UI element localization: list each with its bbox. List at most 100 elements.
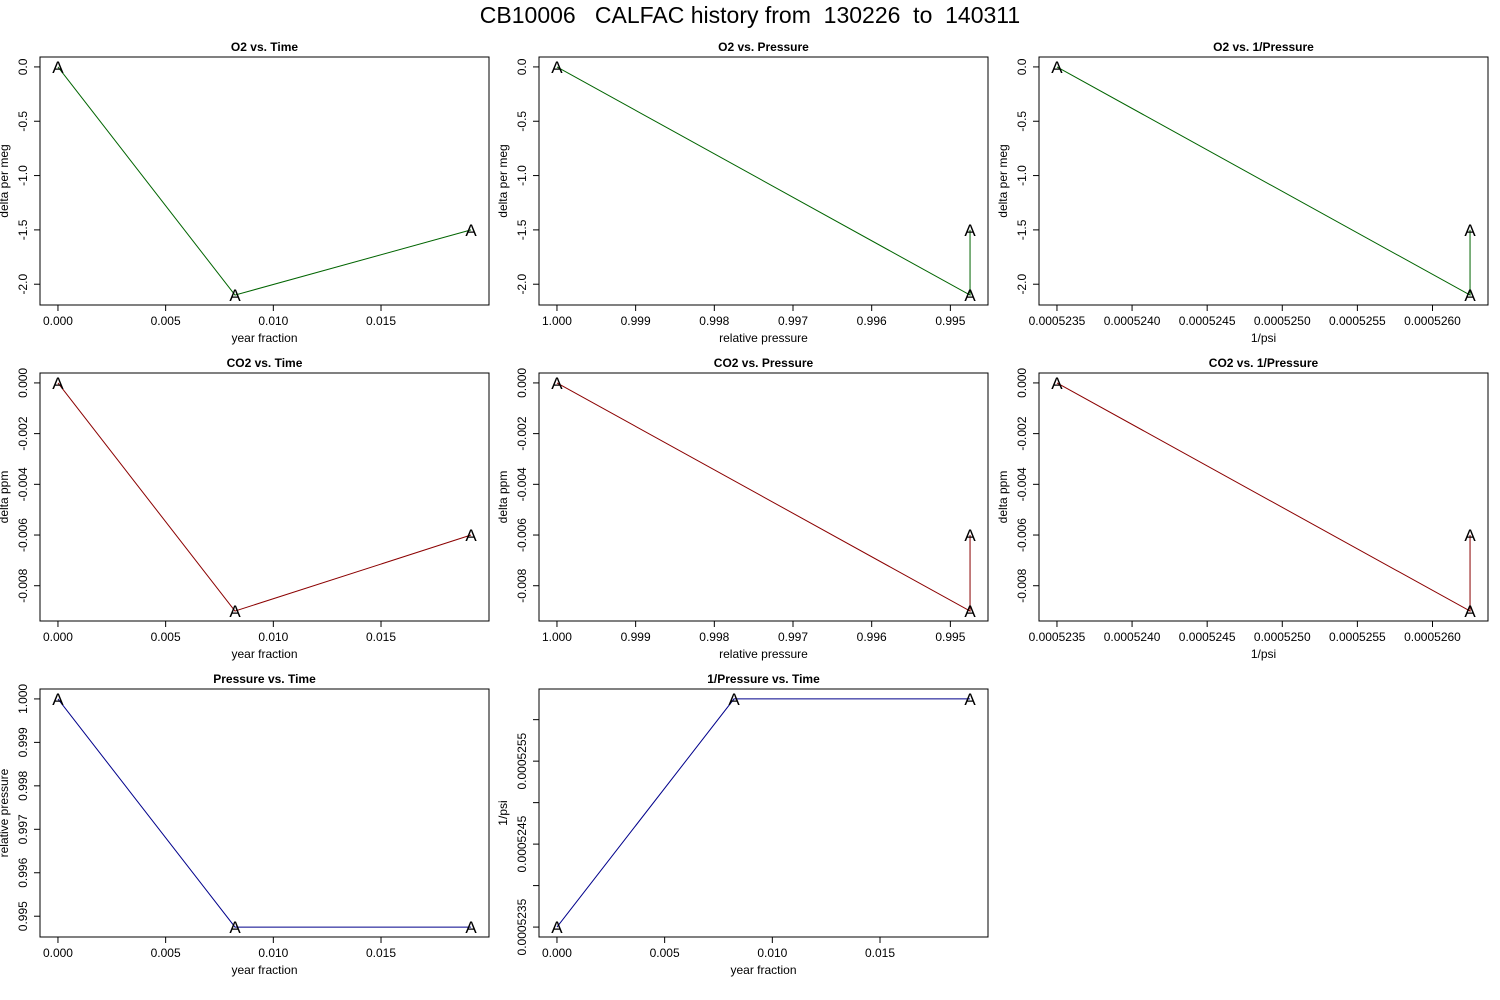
y-tick-label: -0.004 xyxy=(1015,467,1029,501)
series-line xyxy=(556,66,971,296)
y-tick-label: -0.004 xyxy=(16,467,30,501)
plot-frame xyxy=(39,56,490,306)
data-point: A xyxy=(229,286,241,305)
data-point: A xyxy=(551,58,563,77)
x-tick-label: 0.010 xyxy=(757,946,787,960)
x-tick-label: 0.0005260 xyxy=(1404,314,1461,328)
plot-frame xyxy=(538,688,989,938)
series-line xyxy=(57,66,472,296)
x-tick-label: 0.0005255 xyxy=(1329,630,1386,644)
x-tick-label: 0.000 xyxy=(43,314,73,328)
y-tick-label: -1.0 xyxy=(16,165,30,186)
chart-panel: Pressure vs. Time 0.000 0.005 0.010 0.015 1.0… xyxy=(0,672,490,977)
data-point: A xyxy=(229,918,241,937)
y-tick-label: -0.002 xyxy=(1015,416,1029,450)
x-tick-label: 0.010 xyxy=(258,946,288,960)
y-tick-label: 0.000 xyxy=(16,368,30,398)
x-tick-label: 0.998 xyxy=(699,314,729,328)
x-tick-label: 0.995 xyxy=(935,630,965,644)
data-point: A xyxy=(465,221,477,240)
plot-frame xyxy=(538,56,989,306)
y-tick-label: -0.004 xyxy=(515,467,529,501)
panel-title: CO2 vs. 1/Pressure xyxy=(1209,356,1319,370)
y-tick-label: -0.008 xyxy=(16,568,30,602)
x-tick-label: 0.0005240 xyxy=(1104,314,1161,328)
y-tick-label: -2.0 xyxy=(515,274,529,295)
y-tick-label: -1.5 xyxy=(1015,219,1029,240)
y-tick-label: -0.002 xyxy=(515,416,529,450)
data-point: A xyxy=(1464,602,1476,621)
y-axis-label: delta ppm xyxy=(996,471,1010,524)
x-tick-label: 0.0005250 xyxy=(1254,630,1311,644)
panel-title: 1/Pressure vs. Time xyxy=(707,672,820,686)
y-axis-label: delta ppm xyxy=(496,471,510,524)
data-point: A xyxy=(551,918,563,937)
y-tick-label: -0.008 xyxy=(1015,568,1029,602)
x-axis-label: relative pressure xyxy=(719,331,808,345)
series-line xyxy=(556,382,971,612)
x-tick-label: 0.010 xyxy=(258,314,288,328)
data-point: A xyxy=(52,58,64,77)
y-tick-label: -0.5 xyxy=(1015,111,1029,132)
x-axis-label: year fraction xyxy=(231,331,297,345)
x-tick-label: 0.999 xyxy=(621,314,651,328)
x-tick-label: 1.000 xyxy=(542,314,572,328)
x-tick-label: 0.0005235 xyxy=(1029,630,1086,644)
x-axis-label: year fraction xyxy=(231,963,297,977)
data-point: A xyxy=(52,690,64,709)
y-axis-label: delta per meg xyxy=(496,144,510,217)
y-tick-label: -0.002 xyxy=(16,416,30,450)
data-point: A xyxy=(964,526,976,545)
y-tick-label: 0.0 xyxy=(1015,58,1029,75)
x-tick-label: 0.996 xyxy=(857,314,887,328)
data-point: A xyxy=(551,374,563,393)
plot-frame xyxy=(39,372,490,622)
x-tick-label: 0.998 xyxy=(699,630,729,644)
y-tick-label: 0.0005255 xyxy=(515,732,529,789)
y-tick-label: 0.0005245 xyxy=(515,815,529,872)
x-tick-label: 0.0005255 xyxy=(1329,314,1386,328)
y-tick-label: -0.5 xyxy=(16,111,30,132)
chart-panel: O2 vs. Time 0.000 0.005 0.010 0.015 0.0 -0.5 -1… xyxy=(0,40,490,345)
series-line xyxy=(1056,382,1471,612)
y-tick-label: -0.006 xyxy=(16,518,30,552)
series-line xyxy=(1056,66,1471,296)
data-point: A xyxy=(1464,286,1476,305)
x-tick-label: 0.000 xyxy=(542,946,572,960)
figure-title: CB10006 CALFAC history from 130226 to 14… xyxy=(479,2,1021,28)
y-tick-label: 0.000 xyxy=(515,368,529,398)
y-axis-label: relative pressure xyxy=(0,768,11,857)
y-tick-label: -0.008 xyxy=(515,568,529,602)
x-tick-label: 0.005 xyxy=(151,946,181,960)
panel-title: CO2 vs. Time xyxy=(227,356,303,370)
data-point: A xyxy=(964,286,976,305)
y-tick-label: 1.000 xyxy=(16,684,30,714)
chart-panel: CO2 vs. 1/Pressure 0.0005235 0.0005240 0.00… xyxy=(996,356,1489,661)
plot-frame xyxy=(538,372,989,622)
y-tick-label: -0.006 xyxy=(1015,518,1029,552)
panel-title: O2 vs. Time xyxy=(231,40,298,54)
x-tick-label: 1.000 xyxy=(542,630,572,644)
plot-frame xyxy=(1038,372,1489,622)
data-point: A xyxy=(964,602,976,621)
chart-panel: CO2 vs. Pressure 1.000 0.999 0.998 0.997 0.99… xyxy=(496,356,989,661)
x-axis-label: year fraction xyxy=(231,647,297,661)
y-tick-label: -0.5 xyxy=(515,111,529,132)
chart-panel: O2 vs. 1/Pressure 0.0005235 0.0005240 0.000… xyxy=(996,40,1489,345)
x-tick-label: 0.0005240 xyxy=(1104,630,1161,644)
x-tick-label: 0.0005245 xyxy=(1179,314,1236,328)
y-axis-label: delta per meg xyxy=(0,144,11,217)
y-tick-label: 0.997 xyxy=(16,814,30,844)
y-tick-label: 0.999 xyxy=(16,727,30,757)
x-tick-label: 0.015 xyxy=(366,630,396,644)
data-point: A xyxy=(465,526,477,545)
y-tick-label: 0.0 xyxy=(515,58,529,75)
x-tick-label: 0.005 xyxy=(151,630,181,644)
data-point: A xyxy=(964,221,976,240)
y-tick-label: -2.0 xyxy=(1015,274,1029,295)
data-point: A xyxy=(229,602,241,621)
x-tick-label: 0.997 xyxy=(778,314,808,328)
data-point: A xyxy=(1464,221,1476,240)
x-tick-label: 0.005 xyxy=(650,946,680,960)
